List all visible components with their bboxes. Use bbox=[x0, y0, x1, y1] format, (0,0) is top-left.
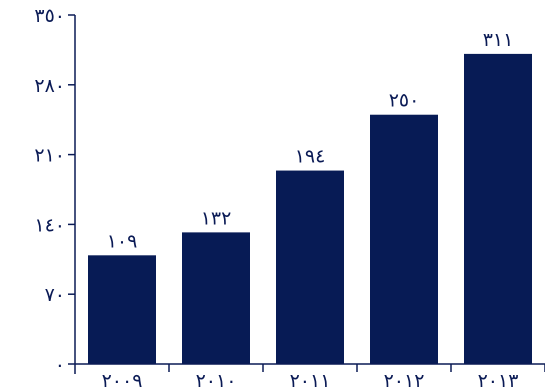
bar bbox=[370, 114, 438, 364]
data-label: ٣١١ bbox=[483, 29, 514, 51]
x-tick-label: ٢٠٠٩ bbox=[102, 370, 143, 389]
y-tick-label: ٢٨٠ bbox=[34, 75, 65, 97]
data-label: ١٠٩ bbox=[107, 230, 138, 252]
x-tick-label: ٢٠١٢ bbox=[384, 370, 425, 389]
data-label: ١٣٢ bbox=[201, 207, 232, 229]
x-tick-label: ٢٠١١ bbox=[290, 370, 331, 389]
bar bbox=[276, 170, 344, 364]
bar bbox=[464, 53, 532, 364]
x-tick-label: ٢٠١٠ bbox=[196, 370, 237, 389]
y-axis: ٠ ٧٠ ١٤٠ ٢١٠ ٢٨٠ ٣٥٠ bbox=[34, 5, 76, 376]
data-label: ١٩٤ bbox=[295, 146, 326, 168]
x-tick-label: ٢٠١٣ bbox=[478, 370, 519, 389]
bar bbox=[88, 255, 156, 364]
y-tick-label: ٢١٠ bbox=[34, 145, 65, 167]
y-tick-label: ٣٥٠ bbox=[34, 5, 65, 27]
data-label: ٢٥٠ bbox=[389, 90, 420, 112]
x-axis: ٢٠٠٩ ٢٠١٠ ٢٠١١ ٢٠١٢ ٢٠١٣ bbox=[75, 363, 545, 389]
bar bbox=[182, 232, 250, 364]
bars: ١٠٩ ١٣٢ ١٩٤ ٢٥٠ ٣١١ bbox=[88, 29, 532, 364]
y-tick-label: ٧٠ bbox=[45, 284, 65, 306]
y-tick-label: ٠ bbox=[55, 354, 65, 376]
y-tick-label: ١٤٠ bbox=[34, 214, 65, 236]
